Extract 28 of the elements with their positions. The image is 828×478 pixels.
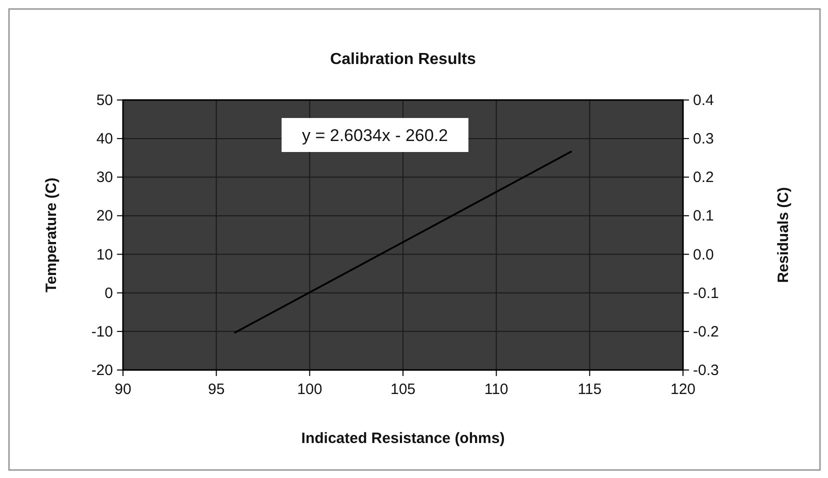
y2-tick-label: -0.2 xyxy=(693,323,719,340)
x-tick-label: 120 xyxy=(670,381,696,398)
x-tick-label: 90 xyxy=(114,381,132,398)
y2-tick-label: 0.1 xyxy=(693,208,714,225)
x-tick-label: 115 xyxy=(578,381,602,398)
x-tick-label: 105 xyxy=(390,381,416,398)
x-tick-label: 110 xyxy=(484,381,508,398)
x-tick-label: 100 xyxy=(297,381,322,398)
y2-tick-label: 0.0 xyxy=(693,246,714,264)
y2-tick-label: -0.1 xyxy=(693,284,719,302)
y-tick-label: 50 xyxy=(96,92,113,109)
y2-tick-label: 0.2 xyxy=(693,169,714,186)
y-tick-label: 40 xyxy=(96,130,113,148)
y-tick-label: 30 xyxy=(96,169,113,186)
y-axis-title: Temperature (C) xyxy=(43,178,60,292)
y-tick-label: 0 xyxy=(104,284,113,302)
y2-axis-title: Residuals (C) xyxy=(775,187,792,283)
y-tick-label: 20 xyxy=(96,208,113,225)
y2-tick-label: 0.3 xyxy=(693,130,714,148)
x-tick-label: 95 xyxy=(208,381,225,398)
y-tick-label: -20 xyxy=(91,362,113,379)
y2-tick-label: -0.3 xyxy=(693,362,719,379)
x-axis-title: Indicated Resistance (ohms) xyxy=(301,430,505,447)
chart-title: Calibration Results xyxy=(330,51,476,68)
y-tick-label: 10 xyxy=(96,246,113,264)
annotation: y = 2.6034x - 260.2 xyxy=(302,126,448,145)
y2-tick-label: 0.4 xyxy=(693,92,714,109)
y-tick-label: -10 xyxy=(91,323,113,340)
